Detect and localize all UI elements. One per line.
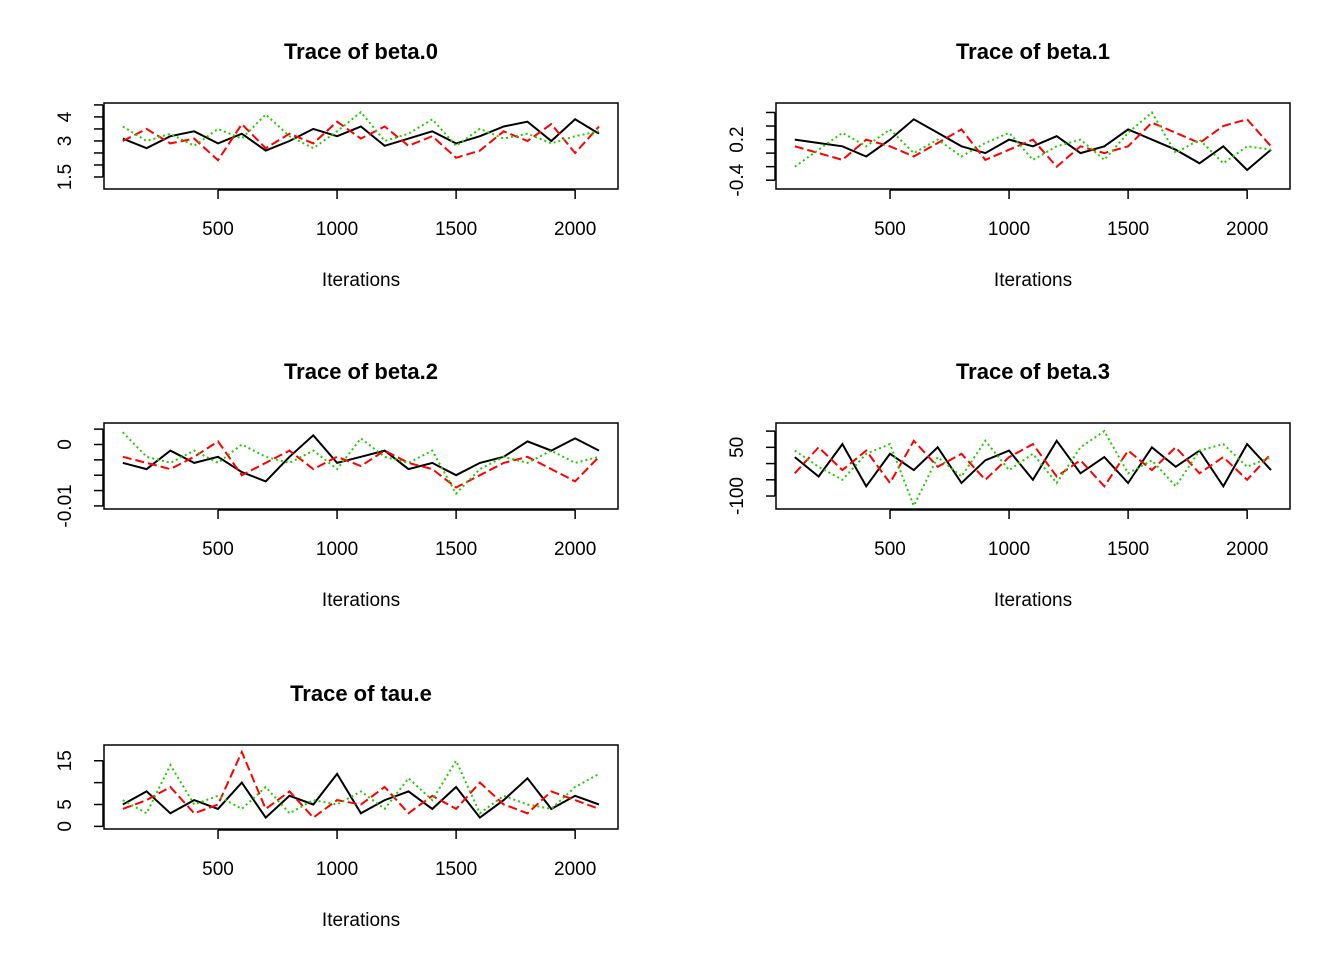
trace-line xyxy=(122,110,600,150)
trace-line xyxy=(794,118,1272,169)
panel: Trace of beta.1 Iterations 500 1000 1500 2000… xyxy=(727,39,1291,291)
x-tick-label: 500 xyxy=(874,539,906,560)
trace-line xyxy=(794,118,1272,172)
plot-frame xyxy=(103,744,619,830)
y-tick-label: 0 xyxy=(55,439,76,450)
trace-line xyxy=(122,433,600,483)
panel: Trace of beta.0 Iterations 500 1000 1500 2000… xyxy=(55,39,619,291)
y-tick-label: 15 xyxy=(55,750,76,771)
x-tick-label: 500 xyxy=(202,219,234,240)
y-tick-label: 0 xyxy=(55,821,76,832)
trace-line xyxy=(794,429,1272,509)
x-tick-label: 2000 xyxy=(554,219,596,240)
x-axis-label: Iterations xyxy=(994,590,1072,611)
plot-area xyxy=(794,429,1272,509)
x-tick-label: 500 xyxy=(202,539,234,560)
panel: Trace of beta.3 Iterations 500 1000 1500 2000… xyxy=(727,359,1291,611)
plot-frame xyxy=(103,102,619,190)
panel: Trace of beta.2 Iterations 500 1000 1500 2000… xyxy=(55,359,619,611)
y-tick-label: -100 xyxy=(727,477,748,515)
chart-title: Trace of tau.e xyxy=(290,681,432,706)
plot-area xyxy=(122,110,600,162)
trace-line xyxy=(794,110,1272,168)
x-tick-label: 1000 xyxy=(316,219,358,240)
chart-title: Trace of beta.1 xyxy=(956,39,1110,64)
x-tick-label: 2000 xyxy=(1226,539,1268,560)
trace-line xyxy=(122,758,600,815)
x-tick-label: 2000 xyxy=(554,859,596,880)
y-tick-label: 5 xyxy=(55,799,76,810)
x-tick-label: 500 xyxy=(202,859,234,880)
trace-line xyxy=(122,749,600,819)
y-tick-label: -0.01 xyxy=(55,484,76,527)
trace-line xyxy=(794,439,1272,488)
chart-title: Trace of beta.0 xyxy=(284,39,438,64)
plot-area xyxy=(122,749,600,820)
y-tick-label: 1.5 xyxy=(55,164,76,190)
x-tick-label: 500 xyxy=(874,219,906,240)
x-tick-label: 1500 xyxy=(435,539,477,560)
plot-frame xyxy=(775,422,1291,510)
y-tick-label: -0.4 xyxy=(727,163,748,196)
plot-area xyxy=(122,431,600,496)
x-axis-label: Iterations xyxy=(322,910,400,931)
y-tick-label: 50 xyxy=(727,437,748,458)
chart-title: Trace of beta.3 xyxy=(956,359,1110,384)
x-tick-label: 2000 xyxy=(1226,219,1268,240)
trace-line xyxy=(794,439,1272,489)
trace-line xyxy=(122,440,600,489)
x-tick-label: 1000 xyxy=(316,539,358,560)
x-axis-label: Iterations xyxy=(994,270,1072,291)
x-tick-label: 1000 xyxy=(988,539,1030,560)
plot-frame xyxy=(775,102,1291,190)
trace-line xyxy=(122,772,600,820)
x-axis-label: Iterations xyxy=(322,590,400,611)
plot-frame xyxy=(103,422,619,510)
trace-line xyxy=(122,120,600,162)
chart-title: Trace of beta.2 xyxy=(284,359,438,384)
trace-line xyxy=(122,118,600,152)
x-tick-label: 2000 xyxy=(554,539,596,560)
x-tick-label: 1500 xyxy=(1107,539,1149,560)
x-axis-label: Iterations xyxy=(322,270,400,291)
y-tick-label: 4 xyxy=(55,111,76,122)
y-tick-label: 0.2 xyxy=(727,126,748,152)
plot-area xyxy=(794,110,1272,172)
x-tick-label: 1500 xyxy=(1107,219,1149,240)
x-tick-label: 1500 xyxy=(435,219,477,240)
x-tick-label: 1500 xyxy=(435,859,477,880)
panel: Trace of tau.e Iterations 500 1000 1500 2000 0… xyxy=(55,681,619,931)
x-tick-label: 1000 xyxy=(316,859,358,880)
y-tick-label: 3 xyxy=(55,136,76,147)
x-tick-label: 1000 xyxy=(988,219,1030,240)
